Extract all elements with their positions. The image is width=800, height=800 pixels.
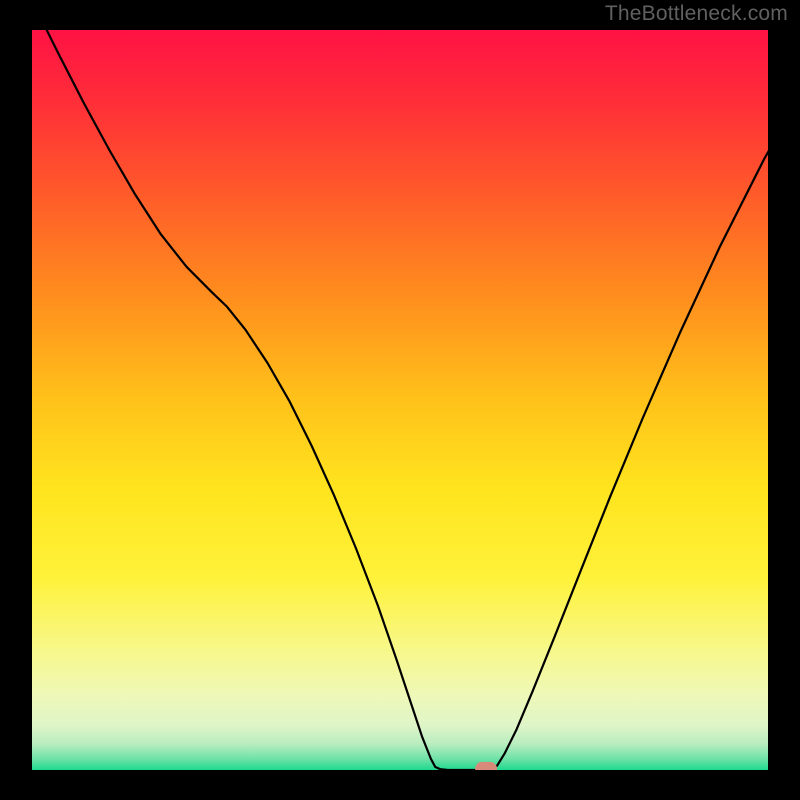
- chart-container: TheBottleneck.com: [0, 0, 800, 800]
- optimal-marker: [475, 762, 497, 770]
- gradient-background: [32, 30, 768, 770]
- plot-area: [32, 30, 768, 770]
- watermark-text: TheBottleneck.com: [605, 2, 788, 26]
